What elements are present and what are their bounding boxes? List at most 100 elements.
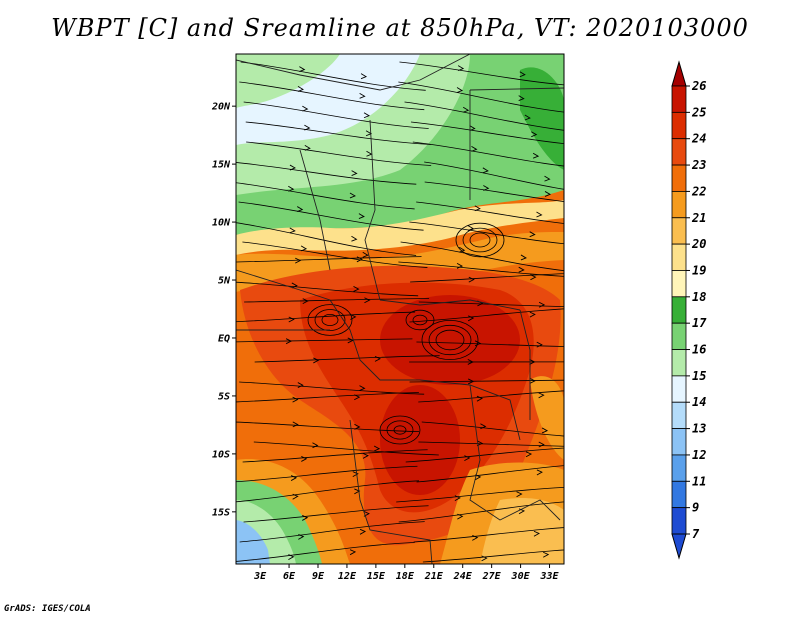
colorbar-swatch — [671, 111, 687, 140]
streamline-arrow — [468, 276, 475, 283]
streamline-arrow — [538, 392, 545, 399]
streamline — [396, 486, 564, 503]
colorbar-swatch — [671, 296, 687, 324]
lat-tick-label: 5S — [218, 391, 230, 402]
streamline-arrow — [297, 86, 304, 92]
streamline-arrow — [285, 338, 293, 345]
streamline — [245, 121, 431, 145]
streamline — [422, 549, 564, 563]
streamline-arrow — [529, 359, 536, 365]
streamline-arrow — [353, 286, 360, 292]
streamline-arrow — [297, 382, 304, 388]
streamline-arrow — [359, 528, 367, 535]
streamline-eddy — [462, 227, 498, 253]
streamline — [409, 379, 564, 383]
streamline-arrow — [351, 235, 358, 242]
streamline — [399, 61, 564, 86]
streamline — [236, 256, 422, 263]
streamline-arrow — [544, 191, 552, 197]
lon-tick-label: 12E — [338, 571, 357, 582]
streamline — [416, 201, 564, 224]
streamline-arrow — [536, 469, 543, 476]
streamline-arrow — [524, 114, 531, 121]
streamline-arrow — [541, 427, 549, 434]
colorbar-label: 18 — [692, 290, 706, 304]
streamline-eddy — [314, 309, 346, 331]
streamline — [416, 465, 564, 483]
streamline-arrow — [533, 530, 540, 537]
colorbar-swatch — [671, 138, 687, 166]
streamline — [404, 101, 564, 131]
streamline — [253, 441, 439, 456]
streamline — [409, 221, 564, 245]
colorbar-label: 15 — [692, 369, 706, 383]
colorbar-swatch — [671, 217, 687, 245]
colorbar-swatch — [671, 191, 687, 219]
streamline — [243, 505, 429, 523]
colorbar-label: 19 — [692, 263, 706, 277]
streamline-arrow — [538, 301, 546, 308]
streamline-arrow — [459, 246, 466, 253]
streamline-arrow — [531, 131, 538, 138]
streamline-arrow — [532, 152, 540, 159]
colorbar-swatch — [671, 428, 687, 456]
lat-tick-label: 10S — [212, 449, 230, 460]
streamline-arrow — [302, 298, 309, 305]
streamline-arrow — [476, 395, 483, 402]
streamline-eddy — [379, 415, 421, 445]
streamline — [424, 161, 564, 190]
streamline-eddy — [412, 314, 428, 326]
streamline-arrow — [359, 92, 366, 99]
streamline-arrow — [480, 423, 487, 430]
streamline — [242, 449, 428, 463]
streamline-arrow — [374, 355, 381, 362]
lon-tick-label: 18E — [396, 571, 415, 582]
streamline — [398, 261, 564, 277]
streamline-eddy — [435, 329, 465, 351]
colorbar-label: 26 — [691, 79, 706, 93]
colorbar-swatch — [671, 401, 687, 429]
lon-tick-label: 30E — [511, 571, 531, 582]
streamline-arrow — [358, 213, 365, 220]
streamline — [409, 308, 564, 323]
lon-tick-label: 3E — [253, 571, 267, 582]
streamline-eddy — [455, 222, 505, 258]
lon-tick-label: 21E — [424, 571, 444, 582]
colorbar-top-arrow — [671, 60, 687, 87]
colorbar-label: 11 — [692, 474, 706, 488]
streamline-arrow — [297, 206, 304, 212]
streamline — [236, 281, 419, 297]
lon-tick-label: 6E — [283, 571, 296, 582]
streamline — [244, 298, 430, 303]
streamline-arrow — [462, 106, 470, 113]
colorbar-label: 16 — [692, 343, 706, 357]
streamline — [421, 421, 564, 437]
colorbar-swatch — [671, 507, 687, 535]
streamline-arrow — [347, 337, 354, 344]
streamline-arrow — [525, 451, 533, 458]
latitude-axis: 20N 15N 10N 5N EQ 5S 10S 15S — [211, 102, 236, 518]
streamline — [416, 341, 564, 347]
streamline-eddy — [393, 425, 407, 435]
streamline-arrow — [518, 266, 525, 273]
country-borders — [236, 54, 564, 564]
colorbar-swatch — [671, 164, 687, 192]
streamline-arrow — [299, 66, 306, 72]
streamline-arrow — [519, 71, 526, 78]
streamline — [412, 141, 564, 167]
streamline-arrow — [373, 445, 381, 452]
streamlines — [236, 61, 564, 563]
streamline-arrow — [304, 124, 311, 131]
colorbar-label: 13 — [692, 422, 706, 436]
streamline-arrow — [349, 192, 356, 199]
streamline-arrow — [530, 274, 537, 281]
streamline-arrow — [288, 185, 295, 192]
colorbar-swatch — [671, 322, 687, 350]
streamline-arrow — [475, 474, 482, 481]
streamline — [236, 465, 418, 483]
streamline — [413, 527, 564, 543]
streamline — [418, 441, 564, 447]
streamline-arrow — [364, 297, 371, 304]
colorbar-label: 7 — [692, 527, 700, 541]
streamline-eddy — [469, 232, 491, 248]
